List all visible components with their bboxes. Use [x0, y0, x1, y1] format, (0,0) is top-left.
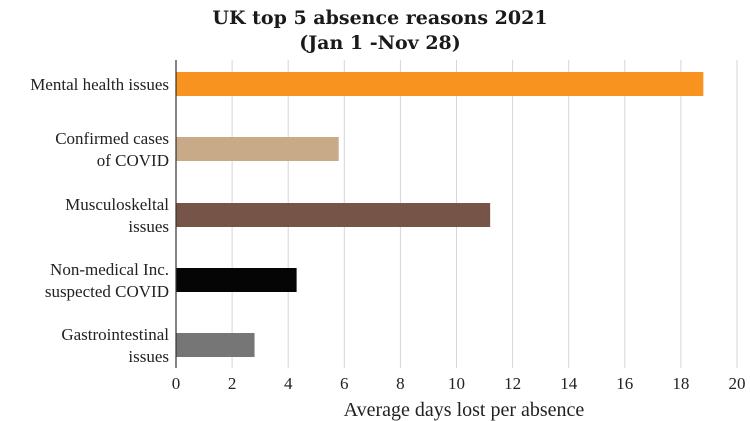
- x-tick-label: 2: [228, 374, 237, 393]
- category-label: Non-medical Inc.: [50, 260, 169, 279]
- x-tick-label: 4: [284, 374, 293, 393]
- bar: [176, 72, 704, 96]
- category-label: issues: [128, 217, 169, 236]
- x-tick-label: 0: [172, 374, 181, 393]
- category-label: Mental health issues: [30, 75, 169, 94]
- x-tick-label: 18: [672, 374, 689, 393]
- chart-title: UK top 5 absence reasons 2021: [212, 7, 547, 29]
- chart-subtitle: (Jan 1 -Nov 28): [299, 32, 461, 54]
- bar: [176, 333, 255, 357]
- category-label: of COVID: [97, 151, 169, 170]
- x-tick-label: 16: [616, 374, 633, 393]
- category-label: suspected COVID: [45, 282, 169, 301]
- category-label: Gastrointestinal: [61, 325, 169, 344]
- x-tick-label: 20: [729, 374, 746, 393]
- category-label: Confirmed cases: [55, 129, 169, 148]
- x-tick-labels: 0 2 4 6 8 10 12 14 16 18 20: [172, 374, 746, 393]
- category-labels: Mental health issues Confirmed cases of CO…: [30, 75, 169, 366]
- category-label: Musculoskeltal: [65, 195, 169, 214]
- x-tick-label: 6: [340, 374, 349, 393]
- category-label: issues: [128, 347, 169, 366]
- x-tick-label: 14: [560, 374, 578, 393]
- bar: [176, 137, 339, 161]
- bar: [176, 203, 491, 227]
- x-tick-label: 10: [448, 374, 465, 393]
- bars: [176, 72, 704, 357]
- x-tick-label: 12: [504, 374, 521, 393]
- x-axis-label: Average days lost per absence: [344, 399, 585, 421]
- bar: [176, 268, 297, 292]
- x-tick-label: 8: [396, 374, 405, 393]
